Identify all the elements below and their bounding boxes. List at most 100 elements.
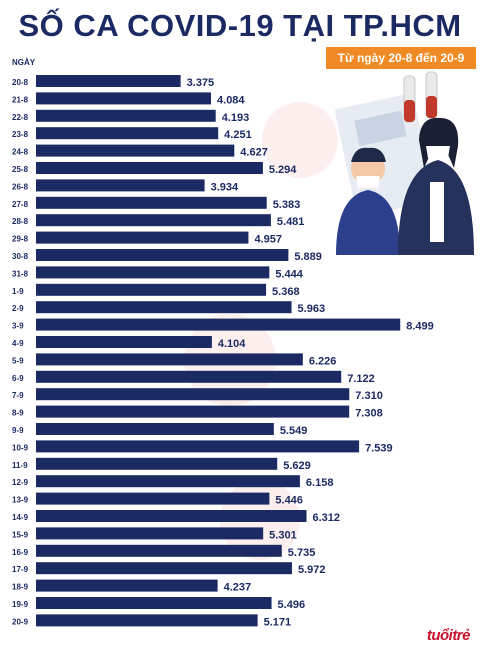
category-label: 26-8 — [12, 182, 29, 191]
value-label: 4.104 — [218, 338, 246, 350]
category-label: 20-9 — [12, 617, 29, 626]
value-label: 8.499 — [406, 321, 434, 333]
bar — [36, 196, 267, 209]
value-label: 7.122 — [347, 373, 375, 385]
value-label: 5.972 — [298, 564, 326, 576]
bar — [36, 283, 267, 296]
value-label: 5.496 — [278, 599, 306, 611]
category-label: 10-9 — [12, 443, 29, 452]
bar — [36, 92, 212, 105]
category-label: 25-8 — [12, 165, 29, 174]
value-label: 6.226 — [309, 355, 337, 367]
value-label: 6.312 — [313, 512, 341, 524]
category-label: 18-9 — [12, 583, 29, 592]
category-label: 3-9 — [12, 322, 24, 331]
value-label: 4.084 — [217, 94, 245, 106]
value-label: 5.444 — [275, 268, 303, 280]
value-label: 5.735 — [288, 547, 316, 559]
category-label: 13-9 — [12, 496, 29, 505]
value-label: 5.301 — [269, 529, 297, 541]
value-label: 5.294 — [269, 164, 297, 176]
value-label: 5.889 — [294, 251, 322, 263]
value-label: 4.627 — [240, 147, 268, 159]
chart-title: SỐ CA COVID-19 TẠI TP.HCM — [18, 8, 462, 43]
bar — [36, 75, 181, 87]
value-label: 3.934 — [211, 181, 239, 193]
value-label: 4.237 — [224, 582, 252, 594]
category-label: 2-9 — [12, 304, 24, 313]
category-label: 5-9 — [12, 356, 24, 365]
value-label: 4.957 — [254, 234, 282, 246]
category-label: 15-9 — [12, 530, 29, 539]
bar — [36, 388, 350, 401]
value-label: 3.375 — [187, 77, 215, 89]
bar — [36, 527, 264, 540]
bar — [36, 440, 360, 453]
bar — [36, 579, 218, 592]
category-label: 28-8 — [12, 217, 29, 226]
category-label: 14-9 — [12, 513, 29, 522]
bar — [36, 405, 350, 418]
category-label: 23-8 — [12, 130, 29, 139]
category-label: 22-8 — [12, 113, 29, 122]
category-label: 21-8 — [12, 95, 29, 104]
value-label: 5.481 — [277, 216, 305, 228]
category-label: 9-9 — [12, 426, 24, 435]
category-label: 31-8 — [12, 269, 29, 278]
value-label: 5.171 — [264, 616, 292, 628]
bar — [36, 492, 270, 505]
category-label: 11-9 — [12, 461, 28, 470]
bar — [36, 301, 292, 314]
bar — [36, 544, 282, 557]
bar — [36, 109, 216, 122]
bar — [36, 336, 212, 348]
bar — [36, 597, 272, 609]
bar — [36, 457, 278, 470]
bar — [36, 423, 274, 435]
bar — [36, 475, 300, 488]
bar — [36, 510, 307, 522]
category-label: 8-9 — [12, 409, 24, 418]
value-label: 7.308 — [355, 408, 383, 420]
bar — [36, 231, 249, 244]
bar — [36, 214, 271, 227]
axis-header: NGÀY — [12, 58, 36, 67]
bar — [36, 614, 258, 627]
category-label: 6-9 — [12, 374, 24, 383]
bar — [36, 144, 235, 157]
value-label: 5.549 — [280, 425, 308, 437]
category-label: 30-8 — [12, 252, 29, 261]
category-label: 16-9 — [12, 548, 29, 557]
category-label: 27-8 — [12, 200, 29, 209]
value-label: 7.539 — [365, 442, 393, 454]
category-label: 1-9 — [12, 287, 24, 296]
value-label: 7.310 — [355, 390, 383, 402]
category-label: 20-8 — [12, 78, 29, 87]
date-range-badge: Từ ngày 20-8 đến 20-9 — [326, 47, 476, 69]
bar — [36, 562, 292, 575]
bar — [36, 370, 342, 383]
category-label: 12-9 — [12, 478, 29, 487]
bar — [36, 353, 303, 366]
value-label: 5.368 — [272, 286, 300, 298]
category-label: 4-9 — [12, 339, 24, 348]
category-label: 17-9 — [12, 565, 29, 574]
bar — [36, 266, 270, 279]
tuoi-tre-logo: tuổitrẻ — [426, 627, 471, 644]
value-label: 6.158 — [306, 477, 334, 489]
bar — [36, 249, 289, 261]
category-label: 24-8 — [12, 148, 29, 157]
bar — [36, 162, 263, 174]
category-label: 7-9 — [12, 391, 24, 400]
bar — [36, 127, 219, 140]
bar — [36, 318, 401, 331]
category-label: 29-8 — [12, 235, 29, 244]
value-label: 5.383 — [273, 199, 301, 211]
value-label: 5.629 — [283, 460, 311, 472]
category-label: 19-9 — [12, 600, 29, 609]
value-label: 5.963 — [298, 303, 326, 315]
bar — [36, 179, 205, 192]
value-label: 4.193 — [222, 112, 250, 124]
value-label: 4.251 — [224, 129, 252, 141]
